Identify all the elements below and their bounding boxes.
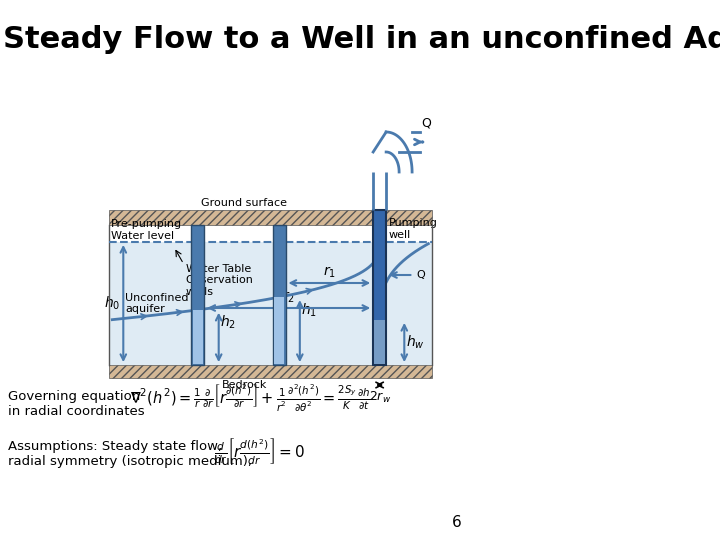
Text: $2r_w$: $2r_w$ [369,390,391,405]
Text: $h_0$: $h_0$ [104,295,121,312]
Text: Q: Q [416,270,425,280]
Text: 6: 6 [452,515,462,530]
Text: Pre-pumping
Water level: Pre-pumping Water level [111,219,182,241]
Bar [373,210,386,365]
Text: Water Table: Water Table [186,264,251,274]
Text: Q: Q [421,117,431,130]
Bar [193,310,203,364]
Text: $\frac{d}{dr}\left[r\frac{d(h^2)}{dr}\right] = 0$: $\frac{d}{dr}\left[r\frac{d(h^2)}{dr}\ri… [214,437,305,467]
Text: Observation
wells: Observation wells [186,275,253,296]
Text: $h_w$: $h_w$ [406,334,425,351]
Bar [374,320,384,364]
Bar [109,242,431,365]
Text: $h_2$: $h_2$ [220,314,236,331]
Text: Governing equation
in radial coordinates: Governing equation in radial coordinates [8,390,145,418]
Bar [109,210,431,225]
Bar [274,297,284,364]
Text: $r_2$: $r_2$ [282,289,295,305]
Bar [192,225,204,365]
Text: $\nabla^2(h^2) = \frac{1}{r}\frac{\partial}{\partial r}\left[r\frac{\partial(h^2: $\nabla^2(h^2) = \frac{1}{r}\frac{\parti… [130,383,371,414]
Text: Steady Flow to a Well in an unconfined Aquifer: Steady Flow to a Well in an unconfined A… [4,25,720,54]
Text: Bedrock: Bedrock [222,380,267,390]
Text: $h_1$: $h_1$ [301,301,318,319]
Bar [109,365,431,378]
Text: $r_1$: $r_1$ [323,265,336,280]
Text: Unconfined
aquifer: Unconfined aquifer [125,293,189,314]
Text: Assumptions: Steady state flow,
radial symmetry (isotropic medium),: Assumptions: Steady state flow, radial s… [8,440,252,468]
Text: Ground surface: Ground surface [202,198,287,208]
Text: Pumping
well: Pumping well [389,218,438,240]
Bar [273,225,286,365]
